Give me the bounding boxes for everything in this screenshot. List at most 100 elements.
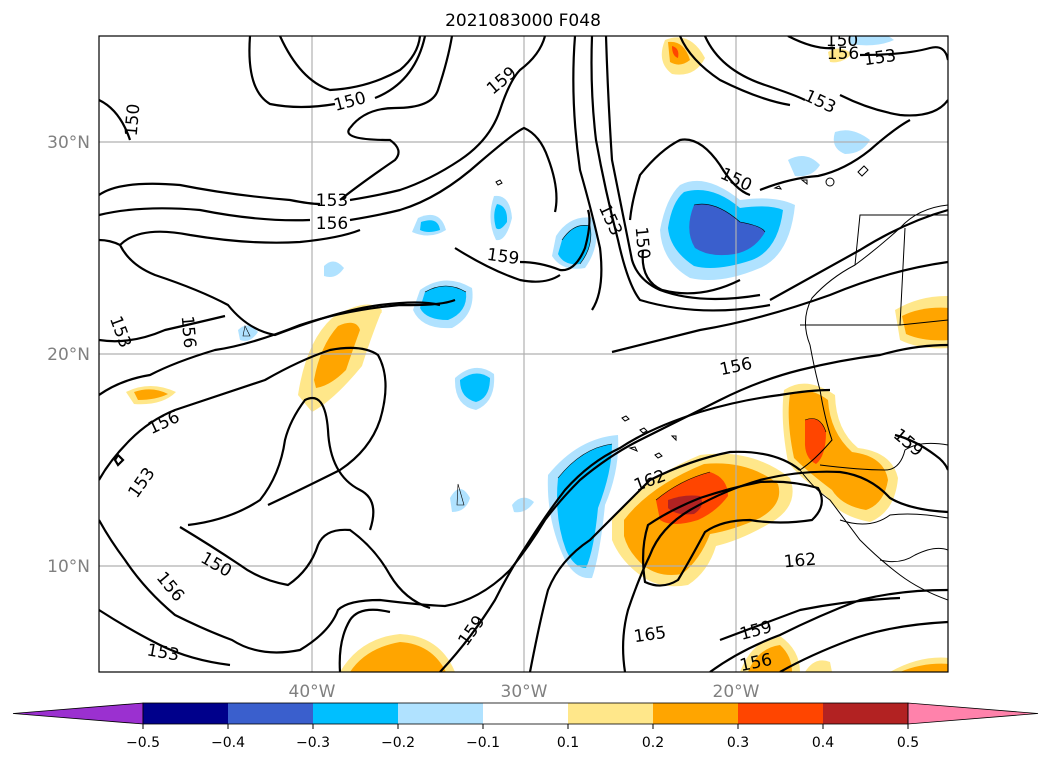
contour-line [99,99,132,141]
colorbar: −0.5 −0.4 −0.3 −0.2 −0.1 0.1 0.2 0.3 0.4 0.5 [12,702,1039,751]
colorbar-extension-high [907,702,1039,725]
shade-outline [557,443,613,479]
border-sierra [879,547,948,563]
contour-line [113,453,125,467]
contour-label: 156 [316,214,348,234]
contour-line [709,588,948,672]
contour-line [99,207,311,222]
contour-line [179,526,431,610]
contour-line [339,127,400,201]
shade-positive [828,48,852,63]
contour-line [628,138,751,221]
contour-line [759,119,911,192]
map-frame [98,35,949,673]
contour-line [99,346,387,506]
shade-outline [804,418,827,433]
map-title: 2021083000 F048 [445,11,601,31]
colorbar-segment [398,703,483,724]
contour-line [604,36,761,301]
shade-positive [672,46,679,58]
shade-outlines [242,203,827,506]
colorbar-segment [228,703,313,724]
contour-line [590,36,771,312]
contour-line [439,388,831,672]
shade-outline [655,471,711,501]
contour-line [641,480,823,587]
shade-negative [450,489,470,512]
contour-label: 156 [177,315,200,349]
contour-line [678,36,791,107]
border-guinea [839,513,948,525]
contour-label: 150 [826,31,858,51]
colorbar-extension-low [12,702,144,725]
contour-line [787,36,836,50]
shade-positive [134,389,168,400]
shade-negative [689,204,765,256]
contour-line [719,596,901,642]
shade-positive [748,645,792,672]
contour-line [839,94,948,117]
lat-label-20n: 20°N [47,345,90,365]
colorbar-segment [143,703,228,724]
lat-labels: 30°N 20°N 10°N [47,133,90,577]
colorbar-tick-label: 0.2 [642,735,664,751]
contour-line [374,36,427,100]
border-senegal [819,442,948,471]
coastlines [495,165,948,601]
lon-label-30w: 30°W [501,682,548,702]
contour-line [572,36,603,311]
contour-line [99,298,456,396]
contour-line [119,244,441,337]
colorbar-tick-label: 0.3 [727,735,749,751]
colorbar-tick-label: −0.5 [126,735,160,751]
shade-positive [902,307,948,341]
contour-label: 162 [783,550,817,573]
shade-outline [561,225,592,265]
colorbar-tick-label: −0.1 [466,735,500,751]
contour-label: 150 [631,226,654,260]
contour-label: 153 [863,46,898,70]
colorbar-tick-label: −0.4 [211,735,245,751]
shade-positive [624,463,780,575]
shade-negative [460,373,490,402]
contour-line [641,249,741,295]
colorbar-tick-label: −0.2 [381,735,415,751]
colorbar-tick-label: 0.4 [812,735,834,751]
map-area: 150 150 150 150 150 150 153 153 153 153 … [99,31,948,676]
contour-line [859,46,948,61]
gridlines [99,36,948,672]
contour-label: 156 [738,650,774,676]
colorbar-segment [313,703,398,724]
border-mali [899,319,948,326]
island-azores [495,179,503,186]
contour-line [349,126,558,222]
contour-label: 165 [633,623,668,647]
shade-negative [494,204,508,230]
border-western-sahara [854,214,948,266]
colorbar-tick-label: 0.1 [557,735,579,751]
contour-label: 150 [122,103,145,137]
shading-layer [126,36,948,672]
contour-line [519,209,591,272]
contour-line [338,608,391,672]
shade-outline [424,285,467,293]
lat-label-10n: 10°N [47,557,90,577]
shade-outline [456,483,465,506]
lon-label-20w: 20°W [713,682,760,702]
island-canary [773,165,869,190]
colorbar-tick-label: 0.5 [897,735,919,751]
contour-line [894,433,948,471]
contour-line [99,314,226,343]
shade-outline [693,203,766,233]
contour-line [278,36,422,92]
contour-line [349,36,547,202]
contour-line [248,36,336,109]
contour-line [769,208,948,301]
contour-line [611,260,948,354]
shade-positive [350,642,446,672]
contour-line [349,36,454,129]
height-contours [99,36,948,672]
colorbar-segment [653,703,738,724]
shade-outline [242,325,251,337]
